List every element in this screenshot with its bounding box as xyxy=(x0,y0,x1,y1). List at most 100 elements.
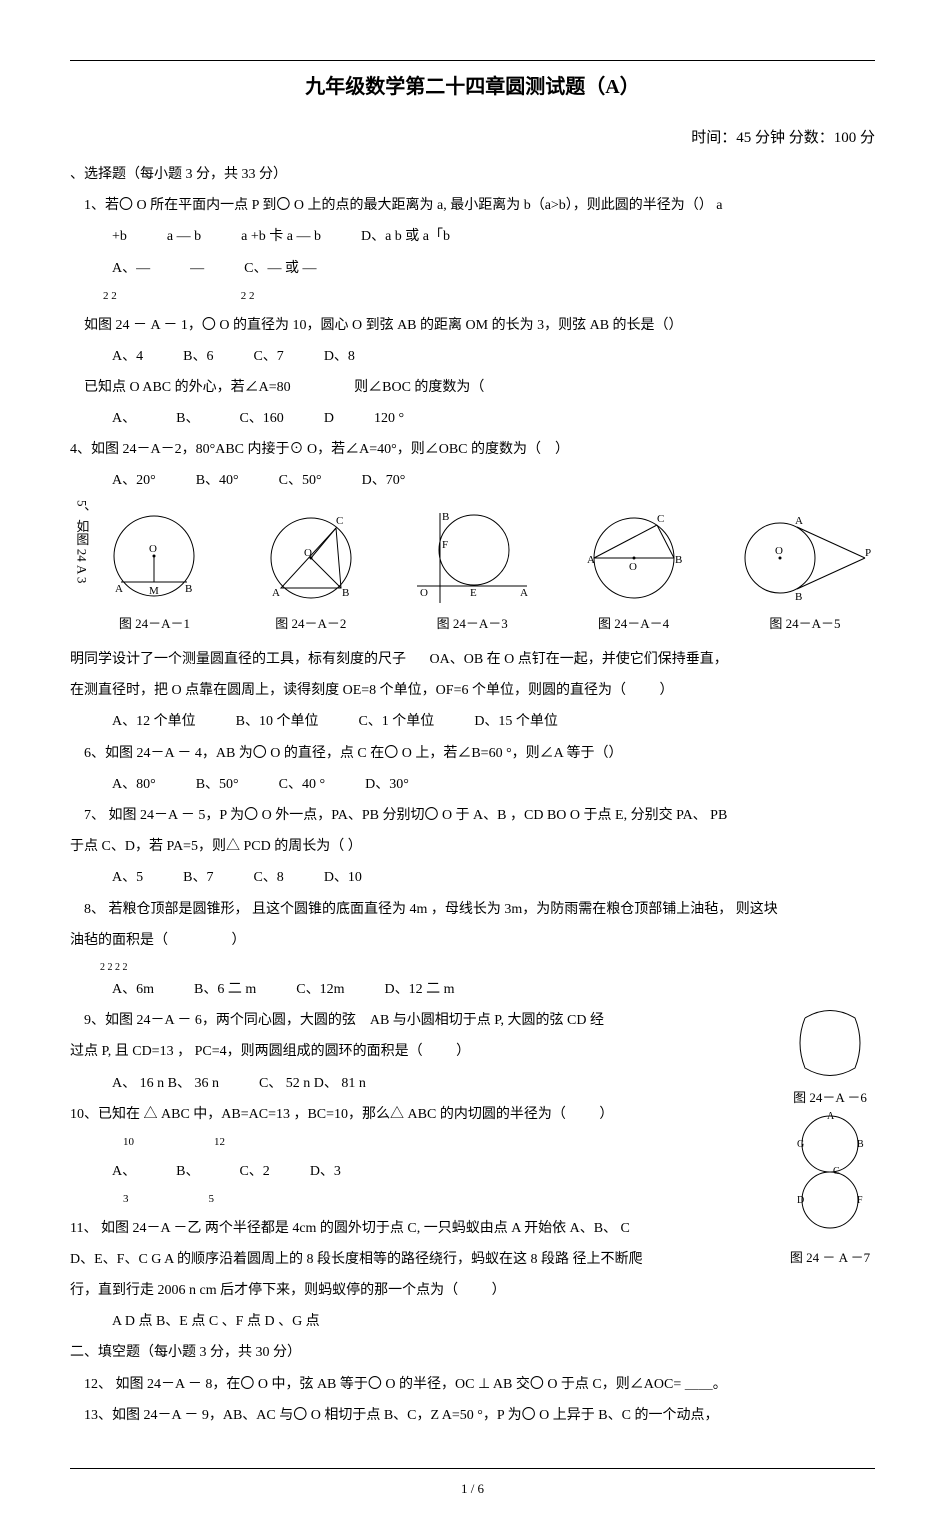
svg-text:M: M xyxy=(149,585,159,597)
fig3: B F O E A 图 24－A－3 xyxy=(412,508,532,635)
q9-text2: 过点 P, 且 CD=13 ， PC=4，则两圆组成的圆环的面积是（ ） xyxy=(70,1039,875,1064)
q9-text: 9、如图 24－A － 6，两个同心圆，大圆的弦 AB 与小圆相切于点 P, 大… xyxy=(70,1008,875,1033)
svg-text:C: C xyxy=(833,1166,840,1177)
svg-text:G: G xyxy=(797,1139,804,1150)
q10-opt-b: B、 xyxy=(176,1159,199,1184)
svg-text:D: D xyxy=(797,1195,804,1206)
q3-opt-b: B、 xyxy=(176,406,199,431)
fig5-cap: 图 24－A－5 xyxy=(735,612,875,635)
q11-options: A D 点 B、E 点 C 、F 点 D 、G 点 xyxy=(112,1309,875,1334)
q10-text: 10、已知在 △ ABC 中，AB=AC=13 ，BC=10，那么△ ABC 的… xyxy=(70,1102,875,1127)
fig5: A B O P 图 24－A－5 xyxy=(735,508,875,635)
top-rule xyxy=(70,60,875,61)
svg-text:O: O xyxy=(629,561,637,573)
fig1-cap: 图 24－A－1 xyxy=(99,612,209,635)
svg-text:B: B xyxy=(185,583,192,595)
q2-opt-b: B、6 xyxy=(183,344,213,369)
q7-text2: 于点 C、D，若 PA=5，则△ PCD 的周长为（ ） xyxy=(70,834,875,859)
svg-text:O: O xyxy=(149,543,157,555)
q8-text2: 油毡的面积是（ ） xyxy=(70,928,875,953)
q1-sub-a: 2 2 xyxy=(103,287,117,307)
q10-up-a: 10 xyxy=(123,1133,134,1153)
q8-b: 油毡的面积是（ xyxy=(70,933,168,948)
q3-options: A、 B、 C、160 D 120 ° xyxy=(112,406,875,431)
q6-text: 6、如图 24－A － 4，AB 为〇 O 的直径，点 C 在〇 O 上，若∠B… xyxy=(70,741,875,766)
q9-options: A、 16 n B、 36 n C、 52 n D、 81 n xyxy=(112,1071,775,1096)
q2-a: 如图 24 － A － 1，〇 O 的直径为 10，圆心 xyxy=(84,318,348,333)
q10-lower: 3 5 xyxy=(103,1190,775,1210)
q9-opt-c: C、 52 n D、 81 n xyxy=(259,1071,366,1096)
page-footer: 1 / 6 xyxy=(70,1468,875,1500)
q10-up-b: 12 xyxy=(214,1133,225,1153)
q3-a: 已知点 O ABC 的外心，若∠A=80 xyxy=(84,380,291,395)
q11-d: ） xyxy=(492,1283,506,1298)
fig3-cap: 图 24－A－3 xyxy=(412,612,532,635)
q10-opt-a: A、 xyxy=(112,1159,136,1184)
q8-c: ） xyxy=(232,933,246,948)
q7-opt-a: A、5 xyxy=(112,865,143,890)
q10-upper: 10 12 xyxy=(103,1133,775,1153)
svg-text:A: A xyxy=(520,587,528,599)
q10-opt-d: D、3 xyxy=(310,1159,341,1184)
svg-text:A: A xyxy=(272,587,280,599)
q1-opt-a: A、— xyxy=(112,256,150,281)
page-number: 1 / 6 xyxy=(461,1481,484,1496)
q13-text: 13、如图 24－A － 9，AB、AC 与〇 O 相切于点 B、C，Z A=5… xyxy=(70,1403,875,1428)
q4-opt-c: C、50° xyxy=(279,468,322,493)
q1-options: A、— — C、— 或 — xyxy=(112,256,875,281)
q10-b: ） xyxy=(599,1107,613,1122)
q8-options: A、6m B、6 二 m C、12m D、12 二 m xyxy=(112,977,875,1002)
q6-opt-a: A、80° xyxy=(112,772,156,797)
fig4: A B C O 图 24－A－4 xyxy=(579,508,689,635)
q10-options: A、 B、 C、2 D、3 xyxy=(112,1159,775,1184)
q5-a: 明同学设计了一个测量圆直径的工具，标有刻度的尺子 xyxy=(70,652,406,667)
fig2-svg: O A B C xyxy=(256,508,366,608)
q1-opt-c: C、— 或 — xyxy=(244,256,316,281)
svg-text:C: C xyxy=(657,513,664,525)
q5-text: 明同学设计了一个测量圆直径的工具，标有刻度的尺子 OA、OB 在 O 点钉在一起… xyxy=(70,647,875,672)
svg-text:E: E xyxy=(470,587,477,599)
q2-opt-a: A、4 xyxy=(112,344,143,369)
q5-b: OA、OB 在 O 点钉在一起，并使它们保持垂直， xyxy=(430,652,728,667)
svg-text:B: B xyxy=(795,591,802,603)
fig2: O A B C 图 24－A－2 xyxy=(256,508,366,635)
q5-opt-b: B、10 个单位 xyxy=(236,709,319,734)
q5-d: ） xyxy=(659,683,673,698)
q11-c: 行，直到行走 2006 n cm 后才停下来，则蚂蚁停的那一个点为（ xyxy=(70,1283,458,1298)
q8-opt-b: B、6 二 m xyxy=(194,977,256,1002)
q1-opt-b: — xyxy=(190,256,204,281)
q10-lo-a: 3 xyxy=(123,1190,129,1210)
q1-line2: +b a — b a +b 卡 a — b D、a b 或 a「b xyxy=(112,224,875,249)
q4-opt-b: B、40° xyxy=(196,468,239,493)
q8-opt-c: C、12m xyxy=(296,977,344,1002)
q11-text2: D、E、F、C G A 的顺序沿着圆周上的 8 段长度相等的路径绕行，蚂蚁在这 … xyxy=(70,1247,875,1272)
q7-opt-d: D、10 xyxy=(324,865,362,890)
q1-l2-d: D、a b 或 a「b xyxy=(361,224,450,249)
q8-super: 2 2 2 2 xyxy=(100,959,875,977)
q11-text: 11、 如图 24－A －乙 两个半径都是 4cm 的圆外切于点 C, 一只蚂蚁… xyxy=(70,1216,875,1241)
q9-c: ） xyxy=(456,1044,470,1059)
fig1-svg: O A B M xyxy=(99,508,209,608)
svg-text:A: A xyxy=(587,554,595,566)
q6-opt-b: B、50° xyxy=(196,772,239,797)
q7-text: 7、 如图 24－A － 5，P 为〇 O 外一点，PA、PB 分别切〇 O 于… xyxy=(70,803,875,828)
q4-opt-d: D、70° xyxy=(362,468,406,493)
q9-b: 过点 P, 且 CD=13 ， PC=4，则两圆组成的圆环的面积是（ xyxy=(70,1044,423,1059)
footer-rule xyxy=(70,1468,875,1469)
q8-opt-d: D、12 二 m xyxy=(384,977,454,1002)
q3-b: 则∠BOC 的度数为（ xyxy=(354,380,484,395)
q1-l2-c: a +b 卡 a — b xyxy=(241,224,321,249)
svg-text:A: A xyxy=(115,583,123,595)
page-title: 九年级数学第二十四章圆测试题（A） xyxy=(70,69,875,105)
q10-a: 10、已知在 △ ABC 中，AB=AC=13 ，BC=10，那么△ ABC 的… xyxy=(70,1107,566,1122)
q5-opt-d: D、15 个单位 xyxy=(474,709,558,734)
figure-row: O A B M 图 24－A－1 O A B C 图 24－A－2 B F O xyxy=(99,508,875,635)
q7-options: A、5 B、7 C、8 D、10 xyxy=(112,865,875,890)
q10-lo-b: 5 xyxy=(209,1190,215,1210)
q5-opt-a: A、12 个单位 xyxy=(112,709,196,734)
fig2-cap: 图 24－A－2 xyxy=(256,612,366,635)
fig7-cap: 图 24 － A －7 xyxy=(785,1246,875,1269)
fig5-svg: A B O P xyxy=(735,508,875,608)
fig4-svg: A B C O xyxy=(579,508,689,608)
q3-opt-a: A、 xyxy=(112,406,136,431)
